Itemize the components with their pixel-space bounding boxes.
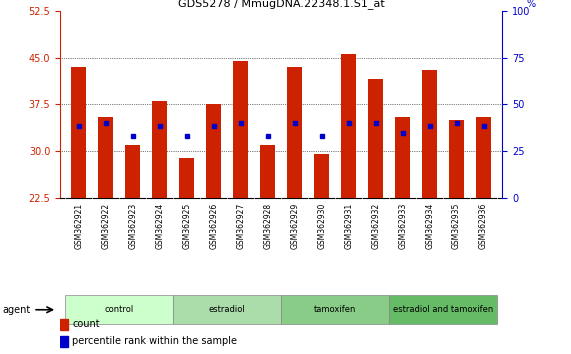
Text: estradiol: estradiol [209, 305, 246, 314]
Text: percentile rank within the sample: percentile rank within the sample [73, 336, 238, 346]
Bar [71, 67, 86, 198]
Text: GSM362935: GSM362935 [452, 203, 461, 250]
Bar [395, 117, 410, 198]
Bar [60, 319, 68, 330]
Text: GSM362932: GSM362932 [371, 203, 380, 249]
Text: GSM362921: GSM362921 [74, 203, 83, 249]
Text: tamoxifen: tamoxifen [314, 305, 356, 314]
Text: GSM362927: GSM362927 [236, 203, 245, 249]
Text: agent: agent [3, 305, 31, 315]
Text: GSM362924: GSM362924 [155, 203, 164, 249]
Bar [65, 295, 173, 324]
Bar [173, 295, 282, 324]
Bar [314, 154, 329, 198]
Bar [206, 104, 221, 198]
Bar [282, 295, 389, 324]
Title: GDS5278 / MmugDNA.22348.1.S1_at: GDS5278 / MmugDNA.22348.1.S1_at [178, 0, 385, 9]
Text: estradiol and tamoxifen: estradiol and tamoxifen [393, 305, 493, 314]
Text: GSM362929: GSM362929 [290, 203, 299, 249]
Text: GSM362925: GSM362925 [182, 203, 191, 249]
Bar [98, 117, 113, 198]
Text: GSM362930: GSM362930 [317, 203, 326, 250]
Bar [368, 79, 383, 198]
Bar [234, 61, 248, 198]
Bar [260, 145, 275, 198]
Text: GSM362931: GSM362931 [344, 203, 353, 249]
Bar [476, 117, 491, 198]
Bar [449, 120, 464, 198]
Text: GSM362926: GSM362926 [209, 203, 218, 249]
Text: GSM362933: GSM362933 [398, 203, 407, 250]
Text: GSM362922: GSM362922 [101, 203, 110, 249]
Bar [152, 101, 167, 198]
Bar [389, 295, 497, 324]
Text: %: % [527, 0, 536, 9]
Bar [60, 336, 68, 347]
Bar [287, 67, 302, 198]
Text: GSM362928: GSM362928 [263, 203, 272, 249]
Bar [341, 55, 356, 198]
Text: control: control [104, 305, 134, 314]
Bar [126, 145, 140, 198]
Bar [179, 158, 194, 198]
Text: count: count [73, 319, 100, 329]
Text: GSM362934: GSM362934 [425, 203, 434, 250]
Text: GSM362923: GSM362923 [128, 203, 137, 249]
Text: GSM362936: GSM362936 [479, 203, 488, 250]
Bar [422, 70, 437, 198]
